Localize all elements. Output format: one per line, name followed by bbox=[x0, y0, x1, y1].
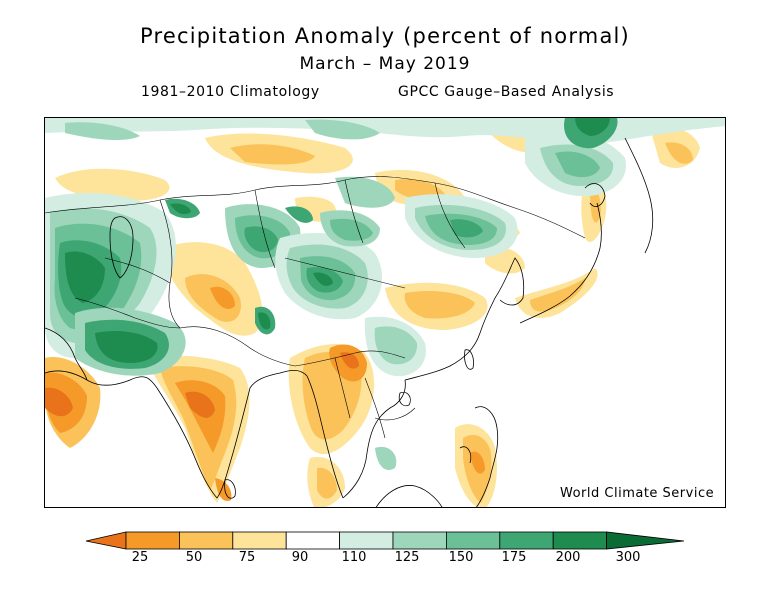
legend-swatch-200-300 bbox=[552, 531, 608, 550]
map-title: Precipitation Anomaly (percent of normal… bbox=[140, 24, 630, 48]
legend-upper-arrow bbox=[606, 531, 685, 550]
map-credit: World Climate Service bbox=[560, 486, 715, 501]
legend-label-75: 75 bbox=[238, 550, 256, 565]
coastlines bbox=[45, 137, 654, 507]
wet-anomaly-regions bbox=[45, 118, 725, 470]
legend-label-25: 25 bbox=[131, 550, 149, 565]
legend-swatch-125-150 bbox=[392, 531, 447, 550]
legend-label-90: 90 bbox=[291, 550, 309, 565]
legend-swatch-75-90 bbox=[232, 531, 287, 550]
anomaly-map-svg bbox=[45, 118, 725, 507]
map-period: March – May 2019 bbox=[299, 54, 471, 74]
legend-label-175: 175 bbox=[501, 550, 527, 565]
dataset-label: GPCC Gauge–Based Analysis bbox=[398, 84, 615, 100]
legend-label-300: 300 bbox=[615, 550, 641, 565]
legend-swatch-50-75 bbox=[178, 531, 234, 550]
legend-label-125: 125 bbox=[394, 550, 420, 565]
legend-swatch-90-110 bbox=[285, 531, 341, 550]
legend-label-200: 200 bbox=[555, 550, 581, 565]
dry-anomaly-regions bbox=[45, 126, 700, 507]
legend-swatch-110-125 bbox=[339, 531, 394, 550]
legend-label-150: 150 bbox=[448, 550, 474, 565]
legend-label-110: 110 bbox=[341, 550, 367, 565]
country-borders bbox=[45, 176, 586, 439]
legend-swatch-175-200 bbox=[499, 531, 554, 550]
legend-lower-arrow bbox=[85, 531, 127, 550]
legend-swatch-25-50 bbox=[125, 531, 180, 550]
legend-swatch-150-175 bbox=[445, 531, 501, 550]
legend-label-50: 50 bbox=[185, 550, 203, 565]
anomaly-map bbox=[44, 117, 726, 508]
climatology-label: 1981–2010 Climatology bbox=[141, 84, 320, 100]
